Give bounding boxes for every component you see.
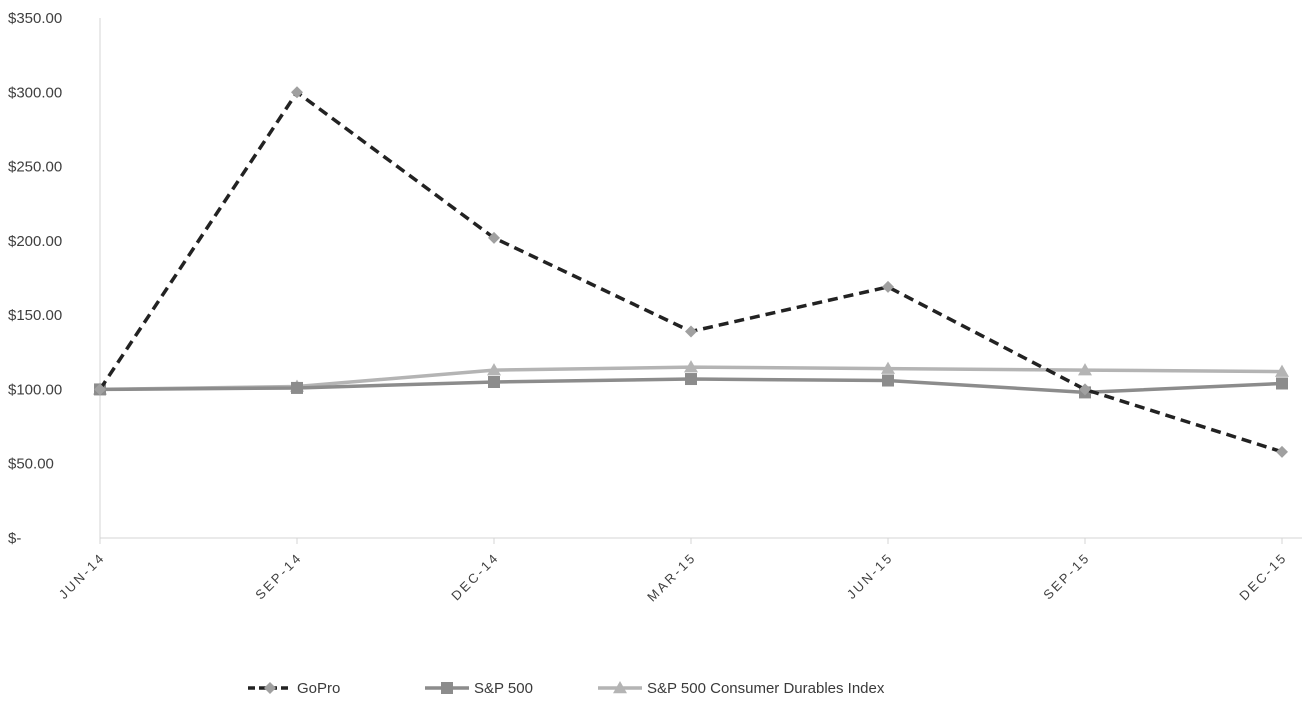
legend-label: S&P 500 bbox=[474, 680, 533, 697]
data-point bbox=[882, 374, 894, 387]
x-tick-label: JUN-14 bbox=[56, 550, 108, 602]
data-point bbox=[1078, 363, 1092, 376]
data-point bbox=[488, 376, 500, 388]
legend-item: S&P 500 bbox=[425, 680, 533, 697]
legend: GoPro S&P 500 S&P 500 Consumer Durables In… bbox=[248, 680, 885, 697]
data-point bbox=[685, 373, 697, 386]
data-point bbox=[1276, 377, 1288, 390]
data-point bbox=[882, 280, 894, 293]
x-tick-label: DEC-15 bbox=[1236, 550, 1290, 604]
y-tick-label: $150.00 bbox=[8, 307, 62, 324]
x-tick-label: JUN-15 bbox=[844, 550, 896, 602]
chart-axes bbox=[99, 18, 1302, 539]
legend-swatch-marker bbox=[264, 682, 276, 694]
y-tick-label: $350.00 bbox=[8, 10, 62, 27]
y-tick-label: $- bbox=[8, 530, 21, 547]
x-tick-label: SEP-15 bbox=[1040, 550, 1093, 603]
series-layer bbox=[93, 86, 1289, 458]
series-diamond bbox=[94, 86, 1288, 458]
legend-item: S&P 500 Consumer Durables Index bbox=[598, 680, 885, 697]
y-axis-ticks: $- $50.00 $100.00 $150.00 $200.00 $250.00 $300… bbox=[8, 10, 62, 547]
x-axis-ticks: JUN-14 SEP-14 DEC-14 MAR-15 JUN-15 SEP-15 DEC-… bbox=[56, 538, 1290, 604]
legend-label: GoPro bbox=[297, 680, 340, 697]
y-tick-label: $50.00 bbox=[8, 456, 54, 473]
data-point bbox=[291, 86, 303, 99]
x-tick-label: SEP-14 bbox=[252, 550, 305, 603]
y-tick-label: $250.00 bbox=[8, 159, 62, 176]
legend-label: S&P 500 Consumer Durables Index bbox=[647, 680, 885, 697]
x-tick-label: MAR-15 bbox=[644, 550, 699, 605]
data-point bbox=[488, 231, 500, 244]
legend-swatch-marker bbox=[441, 682, 453, 694]
data-point bbox=[685, 325, 697, 338]
data-point bbox=[1079, 383, 1091, 396]
data-point bbox=[94, 383, 106, 396]
legend-item: GoPro bbox=[248, 680, 340, 697]
data-point bbox=[881, 361, 895, 374]
x-tick-label: DEC-14 bbox=[448, 550, 502, 604]
data-point bbox=[1275, 364, 1289, 377]
y-tick-label: $200.00 bbox=[8, 233, 62, 250]
series-line bbox=[98, 90, 1283, 454]
y-tick-label: $300.00 bbox=[8, 84, 62, 101]
y-tick-label: $100.00 bbox=[8, 381, 62, 398]
data-point bbox=[684, 360, 698, 373]
data-point bbox=[1276, 445, 1288, 458]
data-point bbox=[291, 381, 303, 394]
legend-swatch-marker bbox=[613, 681, 627, 694]
data-point bbox=[487, 363, 501, 376]
